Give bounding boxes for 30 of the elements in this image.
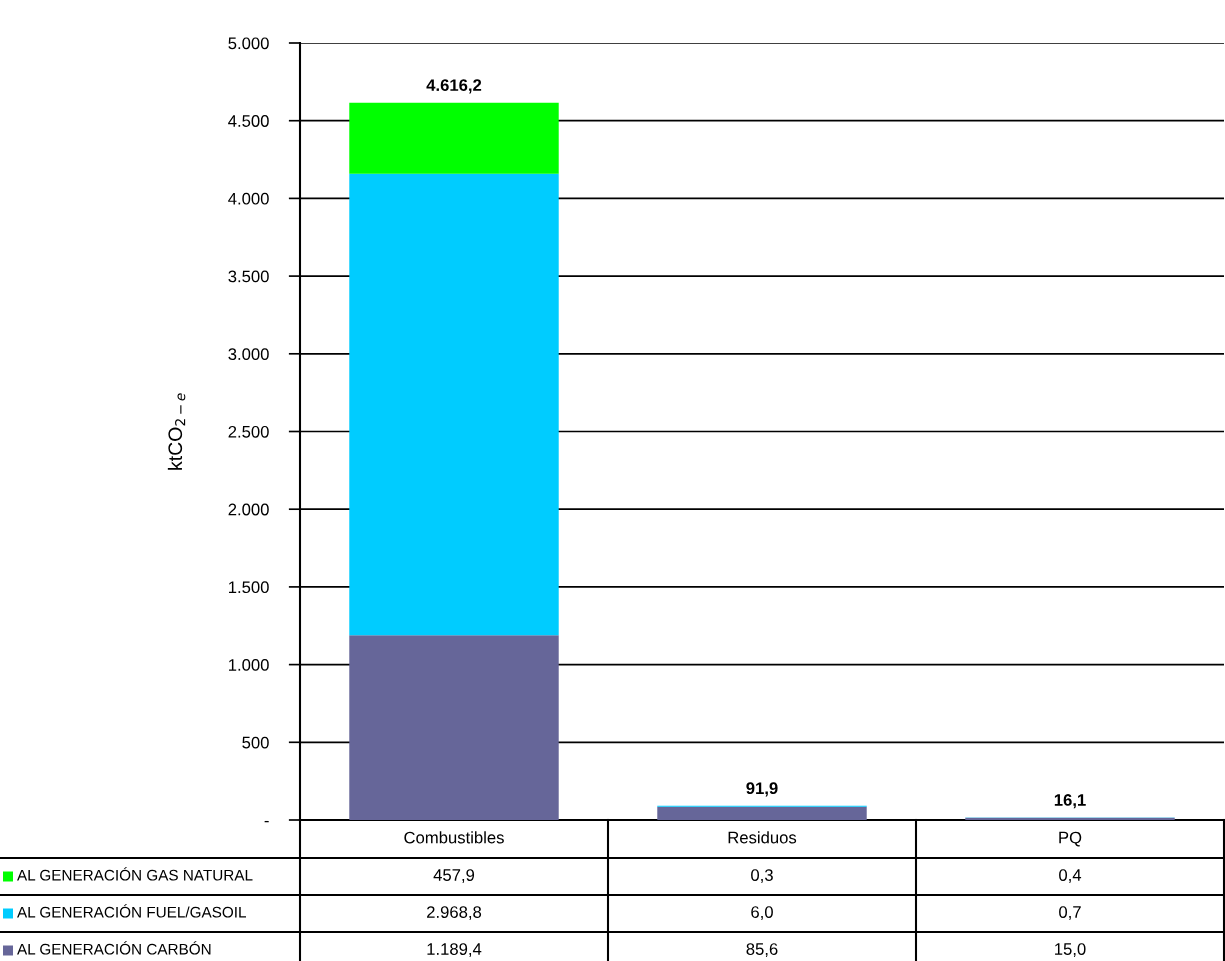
total-label: 91,9: [746, 782, 778, 797]
data-label: 15,0: [1055, 943, 1086, 957]
legend-label: AL GENERACIÓN CARBÓN: [17, 941, 211, 955]
y-tick-label: -: [264, 820, 269, 823]
y-tick-label: 500: [242, 736, 269, 749]
data-label: 0,3: [751, 869, 773, 883]
y-tick-label: 1.500: [229, 581, 269, 594]
legend-label: AL GENERACIÓN FUEL/GASOIL: [17, 904, 246, 918]
data-label: 0,7: [1059, 906, 1081, 920]
data-label: 0,4: [1059, 869, 1082, 883]
data-label: 2.968,8: [427, 906, 482, 920]
data-label: 1.189,4: [427, 943, 482, 957]
x-tick-label: PQ: [1059, 831, 1082, 847]
y-tick-label: 2.000: [228, 503, 269, 516]
x-tick-label: Residuos: [728, 831, 797, 844]
total-label: 16,1: [1054, 794, 1086, 809]
x-tick-label: Combustibles: [404, 831, 504, 844]
data-label: 457,9: [433, 869, 475, 883]
data-label: 85,6: [746, 943, 778, 957]
legend-label: AL GENERACIÓN GAS NATURAL: [17, 867, 253, 881]
y-tick-label: 3.000: [228, 348, 269, 360]
y-tick-label: 5.000: [228, 37, 269, 50]
y-tick-label: 4.500: [228, 115, 269, 127]
y-tick-label: 3.500: [228, 270, 269, 283]
y-tick-label: 2.500: [228, 425, 269, 438]
y-axis-title: ktCO$_{2−e}$: [167, 393, 186, 470]
data-label: 6,0: [751, 906, 773, 920]
y-tick-label: 4.000: [228, 192, 269, 205]
total-label: 4.616,2: [426, 79, 482, 94]
y-tick-label: 1.000: [229, 659, 269, 671]
